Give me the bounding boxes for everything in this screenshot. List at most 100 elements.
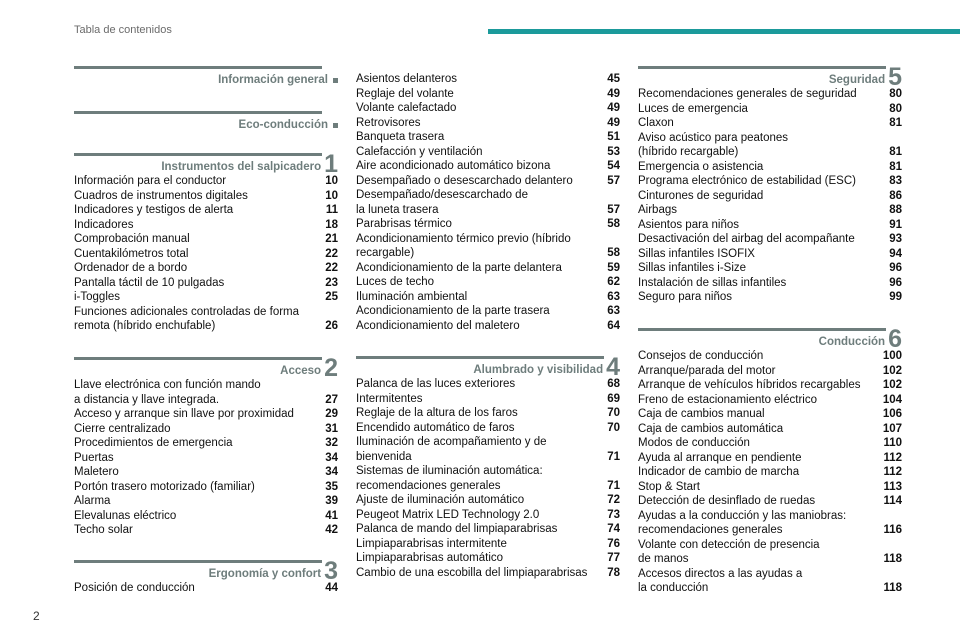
toc-entry[interactable]: Acceso y arranque sin llave por proximid… bbox=[74, 407, 338, 422]
toc-entry[interactable]: i-Toggles 25 bbox=[74, 290, 338, 305]
section-heading[interactable]: Conducción 6 bbox=[638, 327, 902, 352]
toc-entry[interactable]: Desempañado/desescarchado de bbox=[356, 188, 620, 203]
toc-entry[interactable]: la luneta trasera 57 bbox=[356, 203, 620, 218]
toc-entry[interactable]: Reglaje del volante 49 bbox=[356, 87, 620, 102]
toc-entry[interactable]: recargable) 58 bbox=[356, 246, 620, 261]
section-divider bbox=[74, 357, 322, 360]
toc-entry[interactable]: (híbrido recargable) 81 bbox=[638, 145, 902, 160]
toc-entry[interactable]: Ayuda al arranque en pendiente 112 bbox=[638, 451, 902, 466]
toc-entry[interactable]: Sillas infantiles i-Size 96 bbox=[638, 261, 902, 276]
toc-entry[interactable]: Pantalla táctil de 10 pulgadas 23 bbox=[74, 276, 338, 291]
toc-entry[interactable]: Sistemas de iluminación automática: bbox=[356, 464, 620, 479]
toc-entry[interactable]: bienvenida 71 bbox=[356, 450, 620, 465]
toc-entry[interactable]: Recomendaciones generales de seguridad 80 bbox=[638, 87, 902, 102]
toc-entry[interactable]: Llave electrónica con función mando bbox=[74, 378, 338, 393]
toc-entry[interactable]: Limpiaparabrisas automático 77 bbox=[356, 551, 620, 566]
toc-entry[interactable]: Volante calefactado 49 bbox=[356, 101, 620, 116]
section-heading[interactable]: Eco-conducción bbox=[74, 116, 338, 132]
toc-entry[interactable]: de manos 118 bbox=[638, 552, 902, 567]
toc-entry[interactable]: Iluminación ambiental 63 bbox=[356, 290, 620, 305]
toc-entry[interactable]: Airbags 88 bbox=[638, 203, 902, 218]
section-heading[interactable]: Ergonomía y confort 3 bbox=[74, 559, 338, 584]
toc-entry[interactable]: Acondicionamiento de la parte trasera 63 bbox=[356, 304, 620, 319]
toc-entry[interactable]: Encendido automático de faros 70 bbox=[356, 421, 620, 436]
toc-entry[interactable]: Funciones adicionales controladas de for… bbox=[74, 305, 338, 320]
toc-entry[interactable]: Indicadores y testigos de alerta 11 bbox=[74, 203, 338, 218]
toc-entry[interactable]: Palanca de las luces exteriores 68 bbox=[356, 377, 620, 392]
toc-entry[interactable]: Volante con detección de presencia bbox=[638, 538, 902, 553]
toc-entry[interactable]: Programa electrónico de estabilidad (ESC… bbox=[638, 174, 902, 189]
toc-entry[interactable]: Claxon 81 bbox=[638, 116, 902, 131]
toc-entry[interactable]: Peugeot Matrix LED Technology 2.0 73 bbox=[356, 508, 620, 523]
toc-entry[interactable]: Desempañado o desescarchado delantero 57 bbox=[356, 174, 620, 189]
toc-entry[interactable]: Caja de cambios manual 106 bbox=[638, 407, 902, 422]
toc-entry[interactable]: Cambio de una escobilla del limpiaparabr… bbox=[356, 566, 620, 581]
toc-entry[interactable]: Consejos de conducción 100 bbox=[638, 349, 902, 364]
toc-entry[interactable]: Emergencia o asistencia 81 bbox=[638, 160, 902, 175]
toc-entry[interactable]: Instalación de sillas infantiles 96 bbox=[638, 276, 902, 291]
toc-entry[interactable]: Indicadores 18 bbox=[74, 218, 338, 233]
toc-entry[interactable]: Asientos delanteros 45 bbox=[356, 72, 620, 87]
toc-entry[interactable]: Palanca de mando del limpiaparabrisas 74 bbox=[356, 522, 620, 537]
toc-entry[interactable]: a distancia y llave integrada. 27 bbox=[74, 393, 338, 408]
toc-entry[interactable]: Cierre centralizado 31 bbox=[74, 422, 338, 437]
toc-entry[interactable]: Ayudas a la conducción y las maniobras: bbox=[638, 509, 902, 524]
toc-entry[interactable]: Seguro para niños 99 bbox=[638, 290, 902, 305]
section-heading[interactable]: Información general bbox=[74, 71, 338, 87]
toc-entry[interactable]: Aviso acústico para peatones bbox=[638, 131, 902, 146]
toc-entry[interactable]: Ordenador de a bordo 22 bbox=[74, 261, 338, 276]
toc-entry[interactable]: Acondicionamiento térmico previo (híbrid… bbox=[356, 232, 620, 247]
toc-entry[interactable]: Iluminación de acompañamiento y de bbox=[356, 435, 620, 450]
toc-entry[interactable]: Luces de techo 62 bbox=[356, 275, 620, 290]
toc-entry[interactable]: Luces de emergencia 80 bbox=[638, 102, 902, 117]
toc-entry[interactable]: Desactivación del airbag del acompañante… bbox=[638, 232, 902, 247]
toc-entry[interactable]: Alarma 39 bbox=[74, 494, 338, 509]
toc-entry[interactable]: Asientos para niños 91 bbox=[638, 218, 902, 233]
toc-entry[interactable]: Portón trasero motorizado (familiar) 35 bbox=[74, 480, 338, 495]
section-heading[interactable]: Instrumentos del salpicadero 1 bbox=[74, 152, 338, 177]
entry-page: 96 bbox=[889, 276, 902, 289]
toc-entry[interactable]: Información para el conductor 10 bbox=[74, 174, 338, 189]
toc-entry[interactable]: Arranque de vehículos híbridos recargabl… bbox=[638, 378, 902, 393]
toc-entry[interactable]: Aire acondicionado automático bizona 54 bbox=[356, 159, 620, 174]
toc-entry[interactable]: Comprobación manual 21 bbox=[74, 232, 338, 247]
toc-entry[interactable]: Puertas 34 bbox=[74, 451, 338, 466]
toc-entry[interactable]: Acondicionamiento de la parte delantera 5… bbox=[356, 261, 620, 276]
toc-entry[interactable]: Acondicionamiento del maletero 64 bbox=[356, 319, 620, 334]
toc-entry[interactable]: Calefacción y ventilación 53 bbox=[356, 145, 620, 160]
toc-entry[interactable]: Retrovisores 49 bbox=[356, 116, 620, 131]
toc-entry[interactable]: Intermitentes 69 bbox=[356, 392, 620, 407]
toc-entry[interactable]: Cuentakilómetros total 22 bbox=[74, 247, 338, 262]
toc-entry[interactable]: Banqueta trasera 51 bbox=[356, 130, 620, 145]
section-heading[interactable]: Seguridad 5 bbox=[638, 65, 902, 90]
toc-entry[interactable]: Caja de cambios automática 107 bbox=[638, 422, 902, 437]
toc-entry[interactable]: recomendaciones generales 71 bbox=[356, 479, 620, 494]
entry-title: Reglaje del volante bbox=[356, 87, 454, 100]
toc-entry[interactable]: Indicador de cambio de marcha 112 bbox=[638, 465, 902, 480]
toc-entry[interactable]: remota (híbrido enchufable) 26 bbox=[74, 319, 338, 334]
toc-entry[interactable]: Maletero 34 bbox=[74, 465, 338, 480]
toc-entry[interactable]: Procedimientos de emergencia 32 bbox=[74, 436, 338, 451]
toc-entry[interactable]: Modos de conducción 110 bbox=[638, 436, 902, 451]
toc-entry[interactable]: Cuadros de instrumentos digitales 10 bbox=[74, 189, 338, 204]
toc-entry[interactable]: Cinturones de seguridad 86 bbox=[638, 189, 902, 204]
entry-title: Llave electrónica con función mando bbox=[74, 379, 261, 391]
toc-entry[interactable]: recomendaciones generales 116 bbox=[638, 523, 902, 538]
section-heading[interactable]: Acceso 2 bbox=[74, 356, 338, 381]
toc-entry[interactable]: Elevalunas eléctrico 41 bbox=[74, 509, 338, 524]
toc-entry[interactable]: Parabrisas térmico 58 bbox=[356, 217, 620, 232]
toc-entry[interactable]: Techo solar 42 bbox=[74, 523, 338, 538]
toc-entry[interactable]: Stop & Start 113 bbox=[638, 480, 902, 495]
toc-entry[interactable]: Limpiaparabrisas intermitente 76 bbox=[356, 537, 620, 552]
toc-entry[interactable]: Freno de estacionamiento eléctrico 104 bbox=[638, 393, 902, 408]
toc-entry[interactable]: Sillas infantiles ISOFIX 94 bbox=[638, 247, 902, 262]
toc-entry[interactable]: Reglaje de la altura de los faros 70 bbox=[356, 406, 620, 421]
toc-entry[interactable]: Detección de desinflado de ruedas 114 bbox=[638, 494, 902, 509]
toc-entry[interactable]: la conducción 118 bbox=[638, 581, 902, 596]
toc-entry[interactable]: Ajuste de iluminación automático 72 bbox=[356, 493, 620, 508]
section-heading[interactable]: Alumbrado y visibilidad 4 bbox=[356, 355, 620, 380]
toc-entry[interactable]: Arranque/parada del motor 102 bbox=[638, 364, 902, 379]
toc-entry[interactable]: Accesos directos a las ayudas a bbox=[638, 567, 902, 582]
toc-entry[interactable]: Posición de conducción 44 bbox=[74, 581, 338, 596]
entry-page: 96 bbox=[889, 262, 902, 274]
